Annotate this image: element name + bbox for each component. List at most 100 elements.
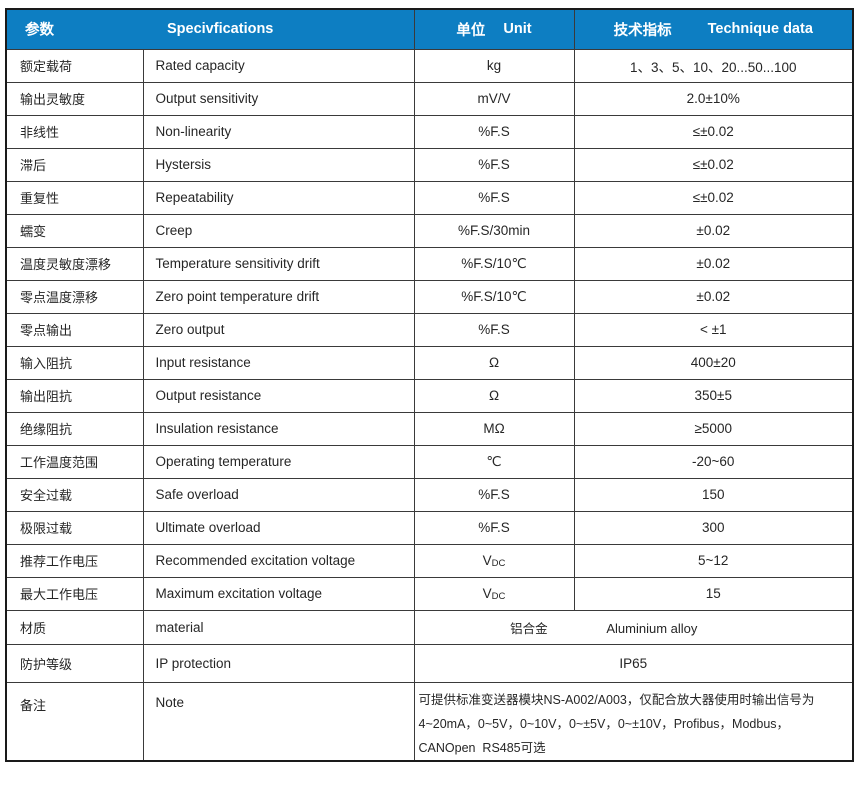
material-value-cell: 铝合金 Aluminium alloy (413, 609, 854, 645)
spec-cell: Creep (142, 213, 415, 248)
note-line: CANOpen RS485可选 (418, 740, 546, 755)
unit-cell: %F.S (413, 510, 575, 545)
param-cell: 温度灵敏度漂移 (5, 246, 144, 281)
spec-cell: Input resistance (142, 345, 415, 380)
param-cell: 输出阻抗 (5, 378, 144, 413)
param-cell: 重复性 (5, 180, 144, 215)
table-row: 零点温度漂移 Zero point temperature drift %F.S… (5, 279, 854, 314)
spec-cell: Zero point temperature drift (142, 279, 415, 314)
param-cell: 滞后 (5, 147, 144, 182)
param-cell: 材质 (5, 609, 144, 645)
value-cell: 1、3、5、10、20...50...100 (573, 48, 854, 83)
table-row: 输出阻抗 Output resistance Ω 350±5 (5, 378, 854, 413)
unit-cell: %F.S (413, 147, 575, 182)
unit-cell: Ω (413, 378, 575, 413)
param-cell: 非线性 (5, 114, 144, 149)
table-row: 绝缘阻抗 Insulation resistance MΩ ≥5000 (5, 411, 854, 446)
unit-cell: %F.S/10℃ (413, 279, 575, 314)
unit-cell: kg (413, 48, 575, 83)
table-row: 极限过载 Ultimate overload %F.S 300 (5, 510, 854, 545)
param-cell: 安全过载 (5, 477, 144, 512)
spec-cell: Output resistance (142, 378, 415, 413)
value-cell: ≤±0.02 (573, 180, 854, 215)
table-row: 蠕变 Creep %F.S/30min ±0.02 (5, 213, 854, 248)
material-row: 材质 material 铝合金 Aluminium alloy (5, 609, 854, 645)
table-row: 工作温度范围 Operating temperature ℃ -20~60 (5, 444, 854, 479)
param-cell: 推荐工作电压 (5, 543, 144, 578)
spec-cell: Non-linearity (142, 114, 415, 149)
table-row: 输出灵敏度 Output sensitivity mV/V 2.0±10% (5, 81, 854, 116)
value-cell: < ±1 (573, 312, 854, 347)
unit-cell: MΩ (413, 411, 575, 446)
unit-cell: VDC (413, 543, 575, 578)
table-row: 输入阻抗 Input resistance Ω 400±20 (5, 345, 854, 380)
value-cell: ±0.02 (573, 246, 854, 281)
spec-cell: Zero output (142, 312, 415, 347)
unit-cell: ℃ (413, 444, 575, 479)
spec-cell: Safe overload (142, 477, 415, 512)
table-row: 额定载荷 Rated capacity kg 1、3、5、10、20...50.… (5, 48, 854, 83)
spec-cell: material (142, 609, 415, 645)
material-value-cn: 铝合金 (510, 621, 548, 636)
value-cell: 350±5 (573, 378, 854, 413)
spec-cell: Temperature sensitivity drift (142, 246, 415, 281)
header-param-label: 参数 (25, 22, 54, 39)
header-param-spec-cell: 参数 Specivfications (5, 8, 415, 50)
spec-cell: Output sensitivity (142, 81, 415, 116)
value-cell: ≤±0.02 (573, 147, 854, 182)
header-row: 参数 Specivfications 单位 Unit 技术指标 Techniqu… (5, 8, 854, 50)
spec-cell: Operating temperature (142, 444, 415, 479)
value-cell: 2.0±10% (573, 81, 854, 116)
unit-cell: mV/V (413, 81, 575, 116)
table-row: 零点输出 Zero output %F.S < ±1 (5, 312, 854, 347)
note-line: 4~20mA，0~5V，0~10V，0~±5V，0~±10V，Profibus，… (418, 716, 790, 731)
note-value-cell: 可提供标准变送器模块NS-A002/A003，仅配合放大器使用时输出信号为 4~… (413, 681, 854, 761)
ip-value-cell: IP65 (413, 643, 854, 683)
header-unit-cell: 单位 Unit (413, 8, 575, 50)
spec-cell: Ultimate overload (142, 510, 415, 545)
table-row: 滞后 Hystersis %F.S ≤±0.02 (5, 147, 854, 182)
param-cell: 零点温度漂移 (5, 279, 144, 314)
value-cell: ±0.02 (573, 279, 854, 314)
note-line: 可提供标准变送器模块NS-A002/A003，仅配合放大器使用时输出信号为 (418, 692, 815, 707)
spec-cell: IP protection (142, 643, 415, 683)
value-cell: ≥5000 (573, 411, 854, 446)
unit-cell: %F.S (413, 180, 575, 215)
value-cell: 400±20 (573, 345, 854, 380)
param-cell: 备注 (5, 681, 144, 761)
value-cell: ≤±0.02 (573, 114, 854, 149)
param-cell: 工作温度范围 (5, 444, 144, 479)
unit-cell: Ω (413, 345, 575, 380)
spec-cell: Note (142, 681, 415, 761)
unit-cell: %F.S/10℃ (413, 246, 575, 281)
table-row: 推荐工作电压 Recommended excitation voltage VD… (5, 543, 854, 578)
header-tech-cell: 技术指标 Technique data (573, 8, 854, 50)
value-cell: 15 (573, 576, 854, 611)
spec-cell: Repeatability (142, 180, 415, 215)
value-cell: 150 (573, 477, 854, 512)
unit-cell: %F.S (413, 114, 575, 149)
header-tech-cn-label: 技术指标 (613, 22, 672, 39)
table-row: 安全过载 Safe overload %F.S 150 (5, 477, 854, 512)
unit-cell: %F.S (413, 312, 575, 347)
unit-cell: %F.S (413, 477, 575, 512)
value-cell: ±0.02 (573, 213, 854, 248)
value-cell: 300 (573, 510, 854, 545)
param-cell: 输入阻抗 (5, 345, 144, 380)
header-unit-cn-label: 单位 (456, 22, 486, 39)
param-cell: 防护等级 (5, 643, 144, 683)
param-cell: 输出灵敏度 (5, 81, 144, 116)
table-row: 重复性 Repeatability %F.S ≤±0.02 (5, 180, 854, 215)
header-tech-en-label: Technique data (707, 21, 813, 38)
value-cell: 5~12 (573, 543, 854, 578)
table-row: 非线性 Non-linearity %F.S ≤±0.02 (5, 114, 854, 149)
spec-cell: Insulation resistance (142, 411, 415, 446)
spec-cell: Recommended excitation voltage (142, 543, 415, 578)
table-row: 最大工作电压 Maximum excitation voltage VDC 15 (5, 576, 854, 611)
header-spec-label: Specivfications (167, 21, 274, 38)
note-row: 备注 Note 可提供标准变送器模块NS-A002/A003，仅配合放大器使用时… (5, 681, 854, 761)
param-cell: 额定载荷 (5, 48, 144, 83)
spec-cell: Rated capacity (142, 48, 415, 83)
unit-cell: VDC (413, 576, 575, 611)
